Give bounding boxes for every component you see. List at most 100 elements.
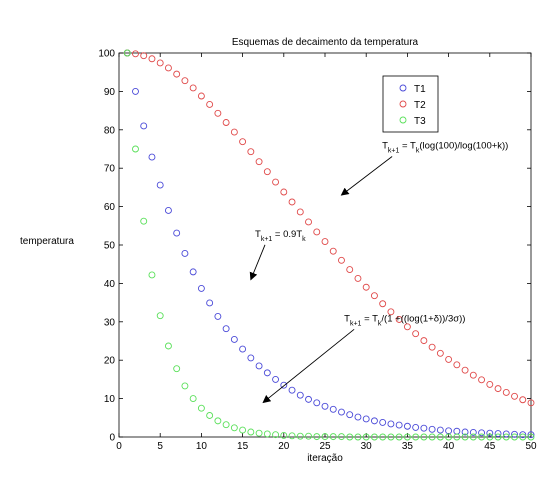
data-point-t1 [387, 420, 395, 428]
annotation-t1: Tk+1 = 0.9Tk [249, 229, 306, 281]
data-point-t1 [214, 312, 222, 320]
data-point-t2 [486, 380, 494, 388]
data-point-t1 [469, 428, 477, 436]
data-point-t1 [362, 415, 370, 423]
data-point-t1 [436, 426, 444, 434]
data-point-t2 [164, 64, 172, 72]
data-point-t2 [140, 52, 148, 60]
data-point-t3 [148, 271, 156, 279]
x-axis-label: iteração [307, 453, 343, 464]
annotation-t2: Tk+1 = Tk(log(100)/log(100+k)) [340, 141, 508, 196]
series-t3 [123, 49, 535, 441]
data-point-t1 [206, 299, 214, 307]
data-point-t3 [164, 342, 172, 350]
series-t1 [123, 49, 535, 439]
data-point-t1 [420, 424, 428, 432]
data-point-t2 [511, 392, 518, 400]
data-point-t3 [395, 433, 403, 441]
x-tick-label: 10 [196, 441, 208, 452]
x-tick-label: 25 [319, 441, 331, 452]
data-point-t1 [313, 399, 321, 407]
y-tick-label: 20 [104, 356, 116, 367]
data-point-t3 [420, 433, 428, 441]
y-tick-label: 30 [104, 317, 116, 328]
data-point-t2 [412, 330, 420, 338]
chart-title: Esquemas de decaimento da temperatura [232, 37, 419, 48]
data-point-t1 [428, 425, 436, 433]
data-point-t1 [486, 429, 494, 437]
data-point-t2 [370, 292, 378, 300]
data-point-t3 [189, 395, 197, 403]
data-point-t1 [519, 431, 527, 439]
data-point-t2 [519, 396, 527, 404]
data-point-t3 [412, 433, 420, 441]
data-point-t3 [263, 430, 271, 438]
data-point-t2 [321, 238, 329, 245]
data-point-t2 [494, 385, 502, 393]
data-point-t3 [321, 433, 329, 441]
data-point-t2 [428, 343, 436, 351]
data-point-t3 [453, 433, 461, 441]
annotation-arrow [262, 328, 355, 404]
x-tick-label: 30 [361, 441, 373, 452]
data-point-t2 [247, 148, 255, 156]
data-point-t3 [239, 426, 247, 434]
data-point-t1 [346, 411, 354, 419]
data-point-t3 [428, 433, 436, 441]
data-point-t1 [239, 345, 247, 353]
data-point-t3 [222, 421, 230, 429]
data-point-t2 [461, 366, 469, 374]
data-point-t2 [478, 376, 486, 384]
data-point-t1 [403, 422, 411, 430]
data-point-t3 [296, 432, 304, 440]
data-point-t3 [123, 49, 131, 57]
data-point-t1 [445, 427, 453, 435]
data-point-t1 [148, 153, 156, 161]
data-point-t1 [255, 362, 263, 370]
data-point-t2 [420, 337, 428, 345]
x-tick-label: 35 [402, 441, 414, 452]
x-tick-label: 20 [278, 441, 290, 452]
data-point-t3 [280, 432, 288, 439]
legend: T1 T2 T3 [382, 75, 439, 133]
data-point-t1 [263, 369, 271, 377]
data-point-t2 [313, 228, 321, 236]
data-point-t2 [197, 92, 205, 100]
x-tick-label: 50 [525, 441, 537, 452]
y-tick-label: 60 [104, 202, 116, 213]
annotation-text: Tk+1 = Tk/(1 +((log(1+δ))/3σ)) [344, 313, 465, 327]
data-point-t2 [436, 349, 444, 357]
data-point-t1 [502, 430, 510, 438]
y-tick-label: 90 [104, 87, 116, 98]
data-point-t1 [412, 423, 420, 431]
data-point-t1 [197, 284, 205, 292]
data-point-t3 [181, 382, 189, 390]
data-point-t2 [156, 59, 164, 67]
data-point-t1 [230, 336, 238, 343]
data-point-t3 [527, 433, 535, 441]
data-point-t3 [445, 433, 453, 441]
data-point-t3 [494, 433, 502, 441]
legend-box [382, 75, 439, 133]
data-point-t3 [354, 433, 362, 441]
data-point-t1 [247, 354, 255, 362]
data-point-t2 [148, 55, 156, 63]
data-point-t1 [461, 428, 469, 436]
data-point-t1 [379, 418, 387, 426]
y-tick-label: 70 [104, 164, 116, 175]
data-point-t1 [494, 430, 502, 437]
data-point-t1 [305, 395, 312, 403]
data-point-t3 [230, 424, 238, 432]
data-point-t3 [379, 433, 387, 441]
data-point-t1 [132, 87, 139, 95]
data-point-t1 [321, 402, 329, 410]
annotation-text: Tk+1 = 0.9Tk [255, 229, 306, 243]
data-point-t2 [230, 128, 238, 136]
data-point-t1 [156, 181, 164, 189]
data-point-t2 [362, 283, 370, 291]
data-point-t2 [445, 355, 453, 363]
annotation-t3: Tk+1 = Tk/(1 +((log(1+δ))/3σ)) [262, 313, 465, 404]
x-tick-label: 40 [443, 441, 455, 452]
legend-marker-t1 [399, 84, 407, 92]
